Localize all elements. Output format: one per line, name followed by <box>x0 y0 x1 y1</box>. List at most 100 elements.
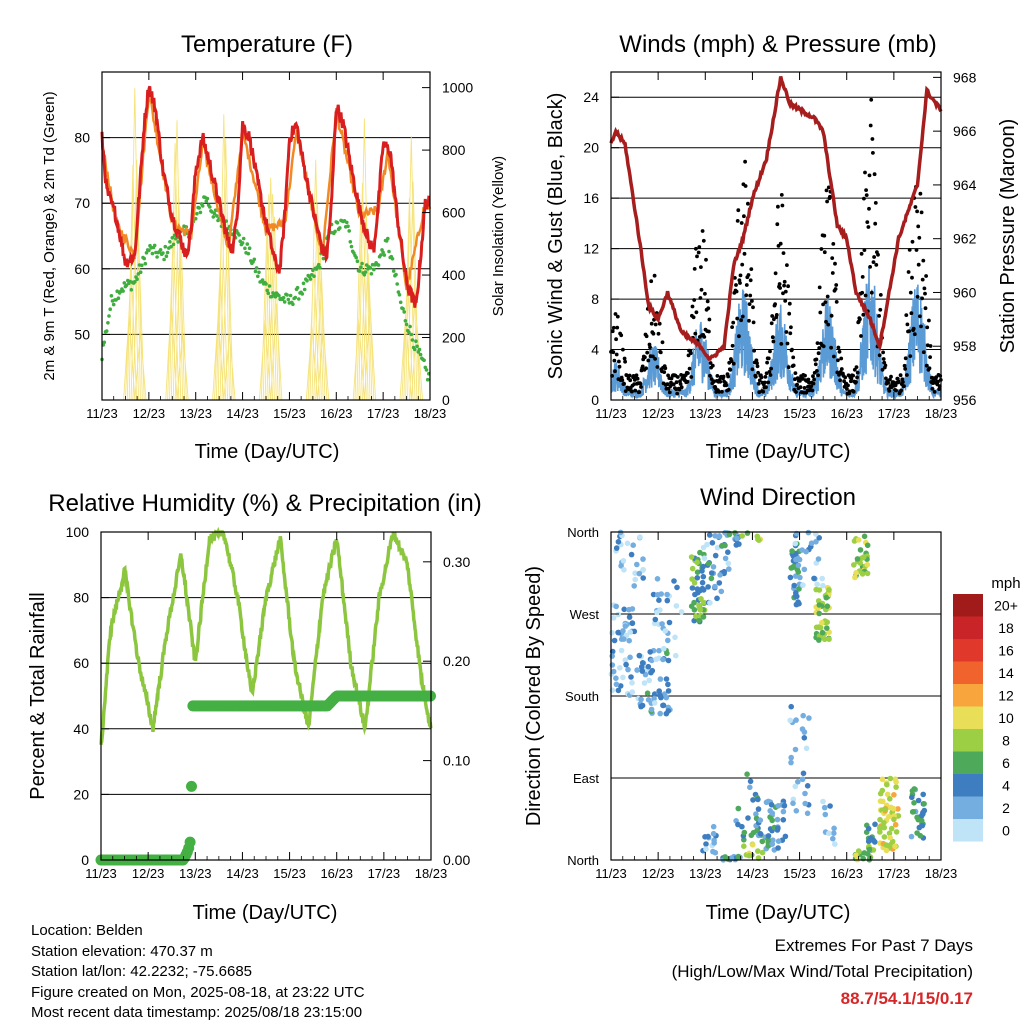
direction-point <box>700 563 706 570</box>
dewpoint-point <box>382 253 387 257</box>
direction-point <box>855 537 862 543</box>
legend-label: 2 <box>1002 800 1010 816</box>
gust-point <box>721 374 726 379</box>
direction-point <box>631 583 637 589</box>
direction-point <box>795 569 802 575</box>
direction-point <box>688 554 695 560</box>
direction-point <box>640 556 646 562</box>
gust-point <box>910 275 914 280</box>
gust-point <box>769 321 774 326</box>
x-tick-label: 17/23 <box>878 406 911 421</box>
dewpoint-point <box>155 255 159 259</box>
dewpoint-point <box>198 210 203 215</box>
direction-point <box>795 562 802 569</box>
gust-point <box>665 382 670 386</box>
gust-point <box>612 358 617 363</box>
direction-point <box>801 735 808 741</box>
direction-point <box>674 584 680 591</box>
direction-point <box>747 784 753 791</box>
gust-point <box>814 357 819 362</box>
direction-point <box>746 852 752 859</box>
direction-point <box>646 677 652 684</box>
direction-point <box>831 830 837 836</box>
gust-point <box>706 306 711 311</box>
dewpoint-point <box>281 295 286 300</box>
gust-point <box>923 291 927 296</box>
gust-point <box>843 375 848 380</box>
dewpoint-point <box>295 285 300 290</box>
gust-point <box>748 278 753 283</box>
temperature-title: Temperature (F) <box>181 31 353 58</box>
direction-point <box>819 619 825 626</box>
gust-point <box>728 367 733 372</box>
direction-point <box>710 564 717 570</box>
gust-point <box>877 353 882 358</box>
dewpoint-point <box>111 302 116 307</box>
gust-point <box>911 326 916 331</box>
dewpoint-point <box>211 215 216 219</box>
direction-point <box>864 542 871 549</box>
gust-point <box>881 350 885 355</box>
gust-point <box>630 389 634 394</box>
y-tick-label: 16 <box>583 190 599 206</box>
direction-point <box>640 567 646 574</box>
direction-point <box>877 829 883 835</box>
dewpoint-point <box>144 251 149 255</box>
direction-point <box>919 822 926 829</box>
gust-point <box>909 311 914 316</box>
y-tick-label: 60 <box>73 655 89 671</box>
gust-point <box>915 294 920 299</box>
gust-point <box>864 188 868 193</box>
direction-point <box>831 825 837 832</box>
dewpoint-point <box>321 256 326 261</box>
dewpoint-point <box>273 295 278 299</box>
direction-point <box>859 571 866 577</box>
direction-point <box>735 805 742 812</box>
legend-swatch <box>953 819 983 842</box>
direction-point <box>709 540 716 546</box>
dewpoint-point <box>212 211 217 216</box>
gust-point <box>707 329 711 334</box>
direction-point <box>703 841 709 847</box>
direction-point <box>800 582 806 588</box>
gust-point <box>734 283 738 287</box>
direction-point <box>671 578 677 584</box>
gust-point <box>770 335 775 340</box>
dewpoint-point <box>363 270 368 274</box>
gust-point <box>807 380 811 385</box>
gust-point <box>803 373 807 378</box>
gust-point <box>690 304 695 309</box>
gust-point <box>904 313 909 317</box>
gust-point <box>845 387 849 391</box>
x-tick-label: 15/23 <box>783 866 816 881</box>
direction-point <box>622 623 629 629</box>
direction-point <box>780 817 787 823</box>
direction-point <box>625 666 631 673</box>
direction-point <box>781 803 788 809</box>
y-tick-label: 70 <box>74 195 90 211</box>
gust-point <box>756 381 761 386</box>
gust-point <box>920 277 925 282</box>
gust-point <box>924 363 929 368</box>
direction-point <box>865 825 872 832</box>
x-tick-label: 13/23 <box>179 406 212 421</box>
gust-point <box>833 287 838 291</box>
gust-point <box>869 290 874 295</box>
speed-legend: mph 20+ 18 16 14 12 10 8 6 4 2 0 <box>953 575 1021 842</box>
dewpoint-point <box>243 246 247 251</box>
direction-point <box>672 634 678 641</box>
gust-point <box>825 199 829 204</box>
direction-point <box>820 582 826 589</box>
gust-point <box>653 357 657 361</box>
gust-point <box>703 291 707 296</box>
gust-point <box>623 389 628 393</box>
gust-point <box>807 388 812 393</box>
direction-point <box>691 617 697 624</box>
gust-point <box>779 342 784 346</box>
gust-point <box>855 370 860 375</box>
gust-point <box>777 282 782 286</box>
gust-point <box>766 380 771 385</box>
direction-point <box>638 696 644 703</box>
direction-point <box>769 841 776 847</box>
gust-point <box>712 379 716 384</box>
